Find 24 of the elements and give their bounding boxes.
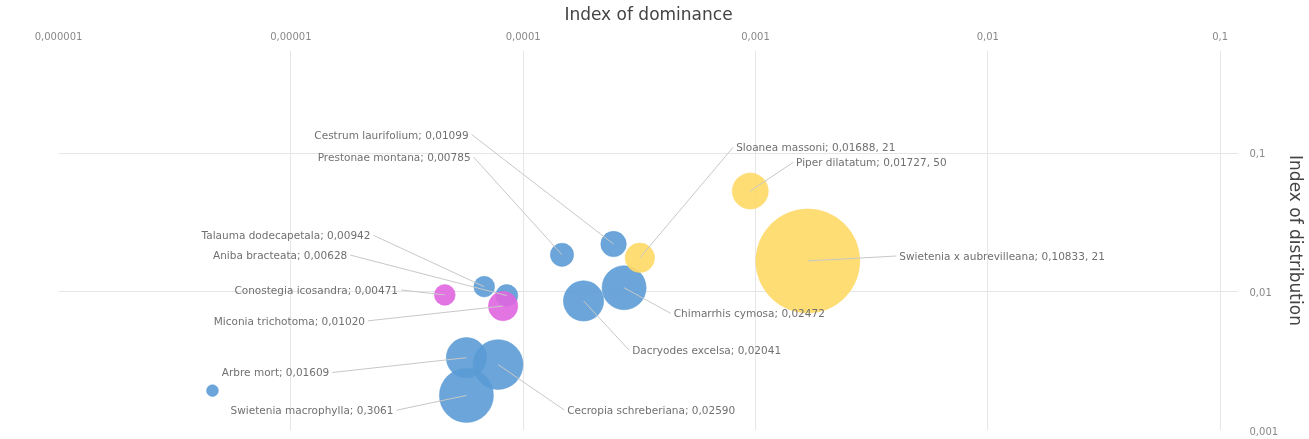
x-tick-label: 0,00001 <box>270 30 312 42</box>
annotation: Conostegia icosandra; 0,00471 <box>234 283 399 296</box>
annotation: Aniba bracteata; 0,00628 <box>213 249 348 262</box>
x-tick-label: 0,001 <box>741 30 770 42</box>
x-tick-label: 0,1 <box>1212 30 1229 42</box>
annotation: Cestrum laurifolium; 0,01099 <box>314 128 469 141</box>
annotation: Cecropia schreberiana; 0,02590 <box>567 403 736 416</box>
x-tick-label: 0,0001 <box>505 30 541 42</box>
annotation: Swietenia macrophylla; 0,3061 <box>230 404 394 417</box>
x-tick-label: 0,01 <box>976 30 999 42</box>
x-tick-label: 0,000001 <box>34 30 83 42</box>
y-tick-label: 0,1 <box>1249 148 1266 160</box>
y-axis-title: Index of distribution <box>1286 155 1307 326</box>
annotation: Miconia trichotoma; 0,01020 <box>213 314 366 327</box>
annotation: Arbre mort; 0,01609 <box>221 366 330 379</box>
annotation: Sloanea massoni; 0,01688, 21 <box>736 141 896 154</box>
y-tick-label: 0,01 <box>1249 286 1272 298</box>
annotation: Piper dilatatum; 0,01727, 50 <box>796 156 947 169</box>
annotation: Dacryodes excelsa; 0,02041 <box>632 344 782 357</box>
annotation: Swietenia x aubrevilleana; 0,10833, 21 <box>899 250 1105 263</box>
annotation: Talauma dodecapetala; 0,00942 <box>200 229 371 242</box>
y-tick-label: 0,001 <box>1249 425 1279 437</box>
annotation: Prestonae montana; 0,00785 <box>317 151 471 164</box>
x-axis-title: Index of dominance <box>564 3 733 24</box>
